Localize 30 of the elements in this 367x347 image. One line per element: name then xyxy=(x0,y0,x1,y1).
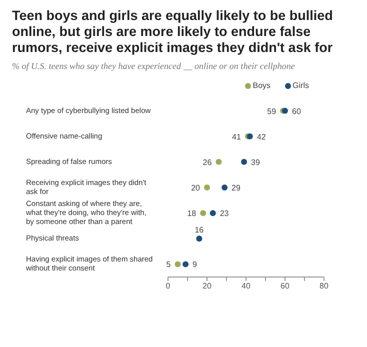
data-label: 39 xyxy=(251,158,260,167)
legend-label: Girls xyxy=(292,81,309,90)
point xyxy=(204,184,210,190)
point xyxy=(174,261,181,268)
x-tick-label: 20 xyxy=(202,282,212,291)
data-label: 5 xyxy=(166,260,172,270)
point xyxy=(182,261,189,268)
data-label: 16 xyxy=(194,226,204,235)
data-label: 41 xyxy=(232,132,242,142)
data-label: 60 xyxy=(292,106,302,116)
x-tick-label: 60 xyxy=(280,282,290,291)
data-label: 29 xyxy=(232,184,241,192)
x-tick-label: 0 xyxy=(166,282,171,291)
data-label: 42 xyxy=(256,132,266,142)
point xyxy=(222,184,228,190)
point xyxy=(216,158,222,165)
point xyxy=(210,210,216,216)
data-label: 26 xyxy=(202,158,212,167)
data-label: 18 xyxy=(187,209,197,218)
point xyxy=(241,158,248,165)
data-label: 59 xyxy=(267,106,277,116)
x-tick-label: 80 xyxy=(320,282,329,291)
point xyxy=(200,210,206,216)
data-label: 20 xyxy=(191,184,201,192)
data-label: 23 xyxy=(220,209,230,218)
legend-label: Boys xyxy=(252,81,271,90)
chart-title: Teen boys and girls are equally likely to be bullied online, but girls are more likely to endure false rumors, receive explicit images they didn't ask for xyxy=(12,8,334,56)
chart-subtitle: % of U.S. teens who say they have experienced __ online or on their cellphone xyxy=(12,61,296,71)
x-tick-label: 40 xyxy=(242,282,251,291)
data-label: 9 xyxy=(192,260,198,270)
